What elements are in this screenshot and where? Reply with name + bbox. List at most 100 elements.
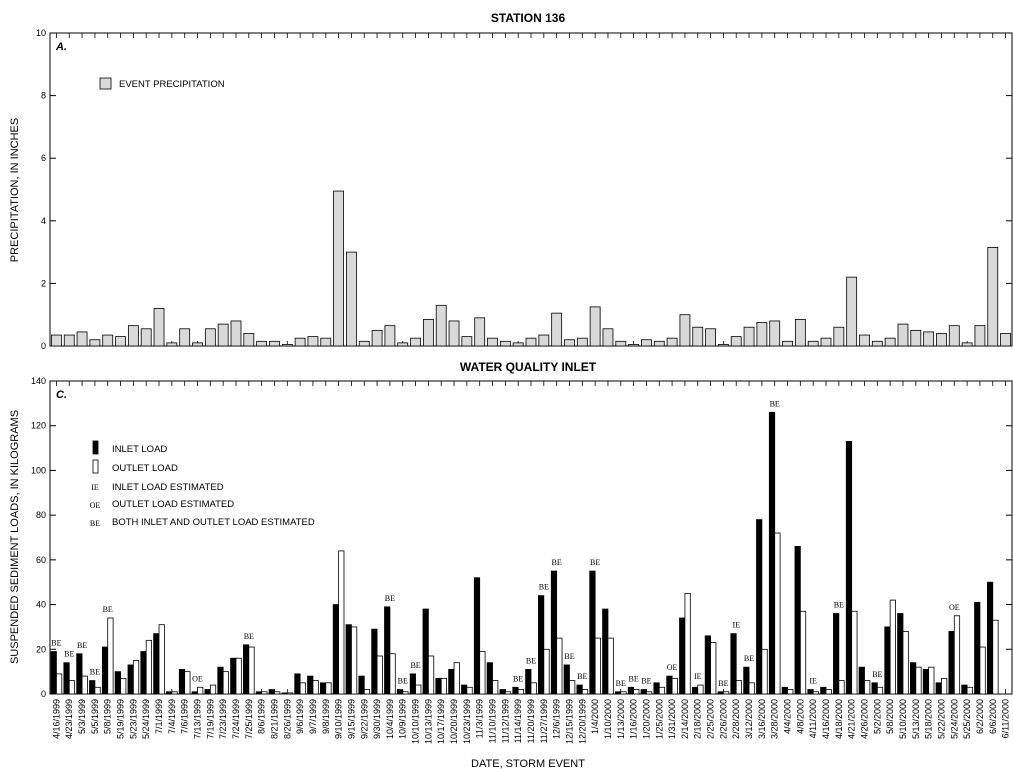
legend-symbol-be: BE [90, 519, 100, 528]
estimate-annotation: BE [641, 677, 651, 686]
precipitation-bar [256, 340, 268, 347]
precipitation-bar [576, 337, 588, 347]
inlet-load-bar [563, 664, 570, 695]
inlet-load-bar [76, 653, 83, 695]
precipitation-bar [807, 340, 819, 347]
precipitation-bar [76, 331, 88, 347]
x-axis-title: DATE, STORM EVENT [471, 758, 585, 769]
x-tick-label-date: 1/31/2000 [667, 699, 677, 739]
x-tick-label-date: 1/10/2000 [603, 699, 613, 739]
x-tick-label-date: 1/20/2000 [641, 699, 651, 739]
outlet-load-bar [530, 682, 537, 695]
precipitation-bar [487, 337, 498, 347]
x-tick-label-date: 11/27/1999 [539, 699, 549, 743]
precipitation-bar [705, 328, 716, 347]
precipitation-bar [102, 334, 114, 347]
panel-c-legend: INLET LOAD OUTLET LOAD IE INLET LOAD EST… [90, 440, 315, 528]
x-tick-label-date: 12/20/1999 [577, 699, 587, 744]
estimate-annotation: BE [834, 601, 844, 610]
outlet-load-bar [235, 657, 242, 695]
inlet-load-bar [602, 608, 609, 695]
precipitation-bar [794, 318, 806, 347]
precipitation-bar [846, 276, 858, 347]
precipitation-bar [320, 337, 332, 347]
legend-label-both-estimated: BOTH INLET AND OUTLET LOAD ESTIMATED [112, 517, 315, 528]
precipitation-bar [948, 325, 960, 347]
x-tick-label-date: 7/13/1999 [193, 699, 203, 739]
inlet-load-bar [268, 689, 275, 695]
estimate-annotation: BE [552, 558, 562, 567]
x-tick-label-date: 1/25/2000 [654, 699, 664, 739]
precipitation-bar [115, 336, 126, 347]
outlet-load-bar [697, 684, 704, 695]
x-tick-label-date: 4/11/2000 [808, 699, 818, 738]
inlet-load-bar [384, 606, 391, 695]
inlet-load-bar [448, 669, 455, 695]
x-tick-label-date: 5/5/1999 [90, 699, 100, 734]
estimate-annotation: BE [718, 679, 728, 688]
x-tick-label-date: 5/8/2000 [885, 699, 895, 734]
inlet-load-bar [89, 680, 96, 695]
x-tick-label-date: 1/13/2000 [616, 699, 626, 739]
inlet-load-bar [525, 669, 532, 695]
estimate-annotation: BE [398, 677, 408, 686]
x-tick-label-date: 10/4/1999 [385, 699, 395, 739]
inlet-load-bar [794, 546, 801, 695]
inlet-load-bar [486, 662, 493, 695]
inlet-load-bar [691, 686, 699, 695]
inlet-load-bar [922, 669, 930, 695]
panel-c-y-tick-label: 0 [41, 689, 46, 699]
precipitation-bar [769, 320, 781, 347]
precipitation-bar [551, 312, 563, 347]
outlet-load-bar [81, 675, 88, 695]
inlet-load-bar [461, 684, 468, 695]
estimate-annotation: BE [628, 674, 638, 683]
legend-swatch-outlet-load [92, 459, 99, 474]
inlet-load-bar [679, 617, 686, 695]
inlet-load-bar [910, 662, 917, 695]
x-tick-label-date: 2/14/2000 [680, 699, 690, 739]
outlet-load-bar [799, 610, 807, 695]
x-tick-label-date: 9/7/1999 [308, 699, 318, 734]
outlet-load-bar [864, 680, 871, 695]
precipitation-bar [897, 323, 909, 347]
outlet-load-bar [299, 682, 306, 695]
inlet-load-bar [319, 682, 327, 695]
panel-c-x-ticks [56, 381, 1006, 694]
outlet-load-bar [248, 646, 255, 695]
panel-c-bars [50, 411, 999, 695]
inlet-load-bar [178, 669, 186, 695]
x-tick-label-date: 12/15/1999 [564, 699, 574, 744]
estimate-annotation: IE [809, 677, 817, 686]
panel-c-y-axis-title: SUSPENDED SEDIMENT LOADS, IN KILOGRAMS [9, 410, 21, 664]
outlet-load-bar [838, 680, 845, 695]
inlet-load-bar [191, 691, 198, 695]
outlet-load-bar [915, 666, 922, 695]
precipitation-bar [974, 325, 986, 347]
panel-a-y-tick-label: 2 [41, 278, 46, 288]
inlet-load-bar [986, 581, 994, 695]
panel-a-y-axis-title: PRECIPITATION, IN INCHES [9, 118, 21, 262]
inlet-load-bar [704, 635, 711, 695]
x-tick-label-date: 10/10/1999 [411, 699, 421, 744]
precipitation-bar [179, 328, 191, 347]
precipitation-bar [1000, 333, 1011, 347]
outlet-load-bar [876, 686, 884, 695]
x-tick-label-date: 7/4/1999 [167, 699, 177, 734]
legend-label-outlet-load: OUTLET LOAD [112, 463, 178, 474]
precipitation-bar [204, 328, 216, 347]
panel-a-title: STATION 136 [491, 11, 566, 25]
inlet-load-bar [974, 601, 981, 695]
outlet-load-bar [889, 599, 896, 695]
outlet-load-bar [479, 651, 486, 695]
inlet-load-bar [640, 689, 647, 695]
panel-c-y-tick-label: 40 [36, 600, 46, 610]
x-tick-label-date: 8/21/1999 [269, 699, 279, 739]
precipitation-bar [294, 337, 306, 347]
estimate-annotation: BE [103, 605, 113, 614]
inlet-load-bar [358, 675, 365, 695]
precipitation-bar [730, 336, 742, 347]
outlet-load-bar [363, 689, 371, 695]
outlet-load-bar [684, 592, 691, 695]
inlet-load-bar [781, 686, 788, 695]
